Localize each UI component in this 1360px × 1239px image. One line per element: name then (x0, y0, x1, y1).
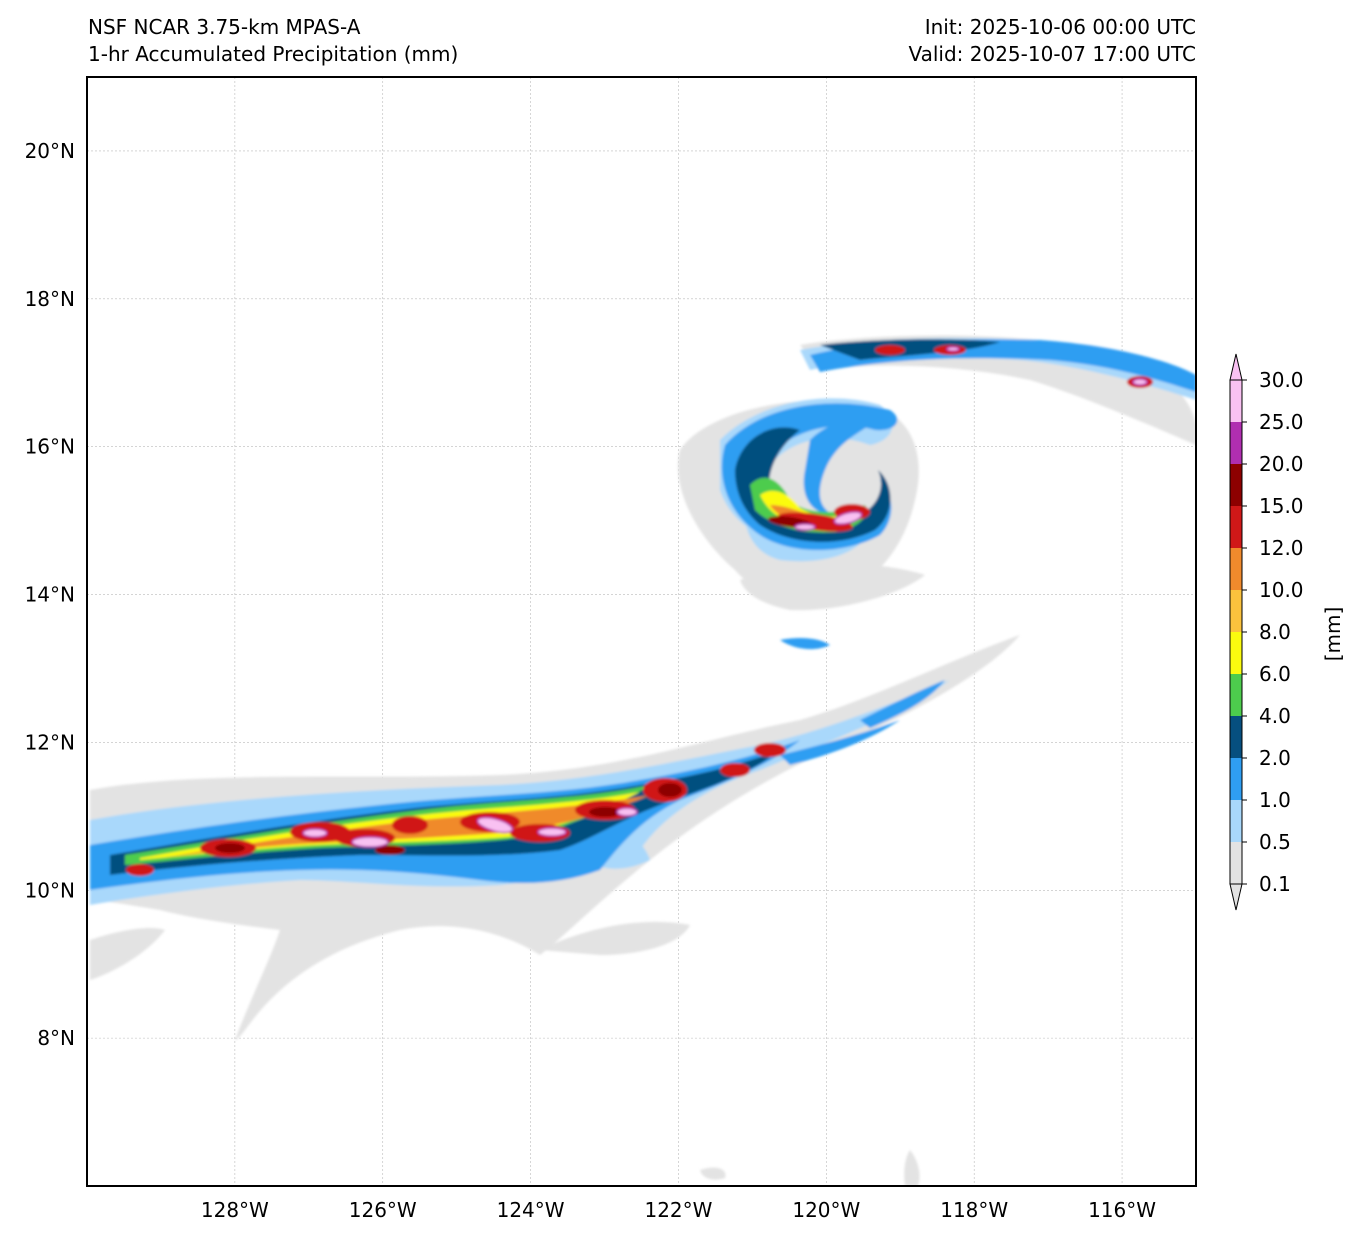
lat-tick-label: 18°N (25, 287, 75, 311)
colorbar-tick-label: 12.0 (1259, 536, 1304, 560)
colorbar-swatch (1230, 422, 1242, 464)
colorbar: 0.1 0.5 1.0 2.0 4.0 6.0 8.0 10.0 12.0 15.0 20.0 25.… (1230, 354, 1304, 910)
lon-tick-label: 116°W (1088, 1198, 1156, 1222)
colorbar-swatch (1230, 800, 1242, 842)
colorbar-tick-label: 8.0 (1259, 620, 1291, 644)
colorbar-tick-label: 30.0 (1259, 368, 1304, 392)
lon-tick-label: 128°W (201, 1198, 269, 1222)
colorbar-tick-label: 10.0 (1259, 578, 1304, 602)
precipitation-map: 128°W 126°W 124°W 122°W 120°W 118°W 116°W 20°N 1… (0, 0, 1360, 1239)
lat-tick-label: 12°N (25, 730, 75, 754)
colorbar-unit-label: [mm] (1321, 607, 1345, 662)
colorbar-tick-label: 0.1 (1259, 872, 1291, 896)
colorbar-swatch (1230, 464, 1242, 506)
colorbar-swatch (1230, 758, 1242, 800)
lon-tick-label: 120°W (792, 1198, 860, 1222)
colorbar-swatch (1230, 506, 1242, 548)
lon-tick-label: 124°W (497, 1198, 565, 1222)
colorbar-swatch (1230, 716, 1242, 758)
colorbar-swatch (1230, 380, 1242, 422)
colorbar-tick-label: 1.0 (1259, 788, 1291, 812)
lon-tick-label: 126°W (349, 1198, 417, 1222)
colorbar-tick-label: 20.0 (1259, 452, 1304, 476)
map-background (87, 77, 1196, 1186)
colorbar-max-extend (1230, 354, 1242, 380)
colorbar-tick-label: 4.0 (1259, 704, 1291, 728)
lon-tick-label: 122°W (644, 1198, 712, 1222)
lat-tick-label: 16°N (25, 435, 75, 459)
colorbar-tick-label: 15.0 (1259, 494, 1304, 518)
colorbar-tick-label: 0.5 (1259, 830, 1291, 854)
lon-tick-label: 118°W (940, 1198, 1008, 1222)
lat-tick-label: 14°N (25, 583, 75, 607)
lat-tick-label: 8°N (37, 1026, 75, 1050)
colorbar-swatch (1230, 632, 1242, 674)
colorbar-tick-label: 25.0 (1259, 410, 1304, 434)
lat-tick-label: 20°N (25, 139, 75, 163)
colorbar-swatch (1230, 674, 1242, 716)
colorbar-swatch (1230, 842, 1242, 884)
lat-tick-label: 10°N (25, 878, 75, 902)
colorbar-swatch (1230, 548, 1242, 590)
colorbar-swatch (1230, 590, 1242, 632)
colorbar-min-extend (1230, 884, 1242, 910)
colorbar-tick-label: 6.0 (1259, 662, 1291, 686)
colorbar-tick-label: 2.0 (1259, 746, 1291, 770)
